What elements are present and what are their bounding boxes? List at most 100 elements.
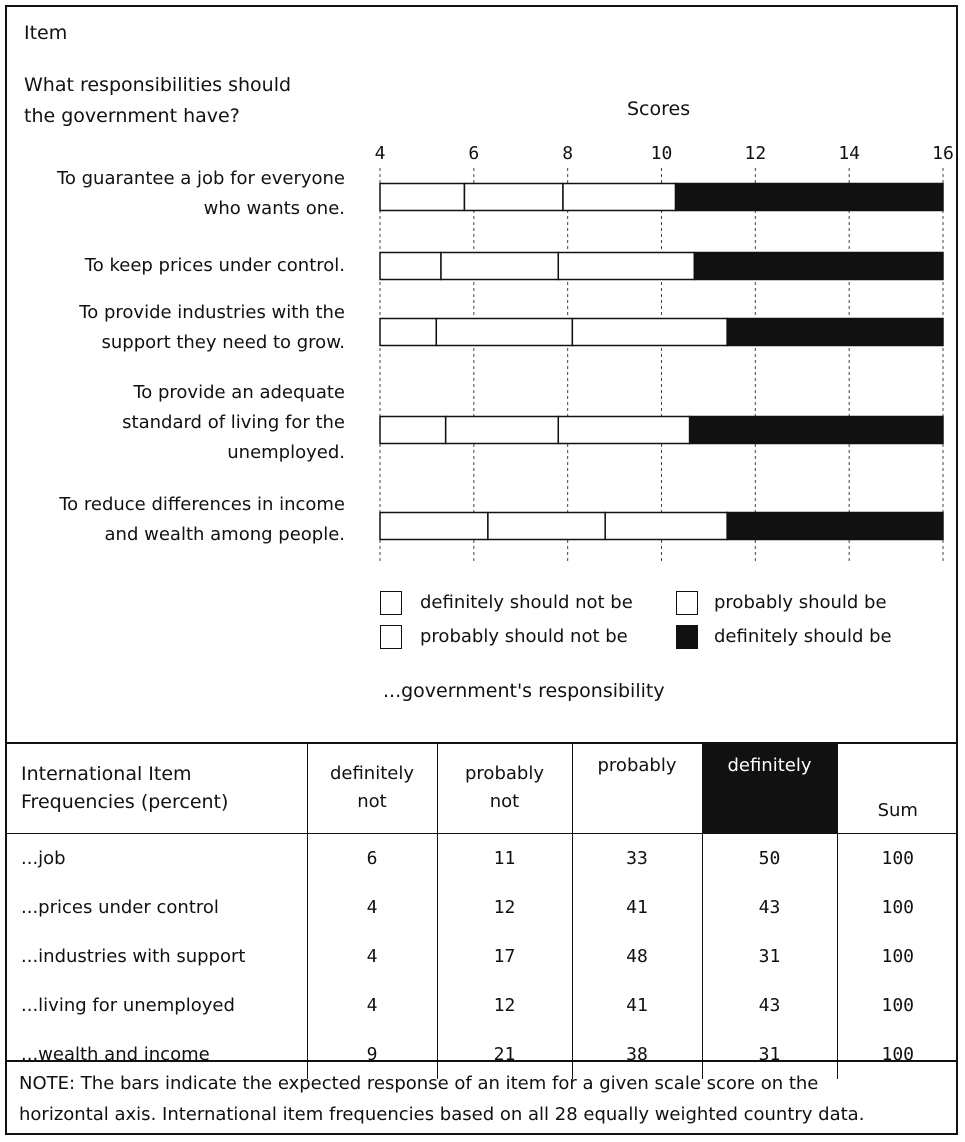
column-header-probably-not: probably not <box>437 742 573 834</box>
row-label: ...prices under control <box>5 883 308 932</box>
bar-segment <box>379 511 489 541</box>
cell-value: 4 <box>307 932 438 981</box>
column-header-line-1: probably <box>597 755 677 776</box>
column-header-line-2: not <box>357 790 387 812</box>
legend-label-probably-be: probably should be <box>714 592 887 613</box>
item-label: To provide industries with the support th… <box>79 298 345 358</box>
bar-segment <box>379 182 466 212</box>
row-label: ...living for unemployed <box>5 981 308 1030</box>
column-header-sum: Sum <box>837 742 958 834</box>
scores-title: Scores <box>627 98 691 120</box>
cell-value: 4 <box>307 981 438 1030</box>
bar-segment <box>444 415 560 445</box>
bar-segment <box>440 251 560 281</box>
bar-segment <box>435 317 574 347</box>
item-label-line: To provide industries with the <box>79 302 345 323</box>
legend-swatch-definitely-be <box>676 625 698 649</box>
cell-value: 11 <box>437 833 573 883</box>
row-label: ...industries with support <box>5 932 308 981</box>
cell-value: 100 <box>881 995 914 1016</box>
row-label: ...job <box>5 833 308 883</box>
item-heading: Item <box>24 22 68 44</box>
item-label: To reduce differences in income and wealt… <box>59 490 345 550</box>
x-tick-label: 6 <box>468 143 479 164</box>
cell-value: 41 <box>572 883 703 932</box>
item-label-line: support they need to grow. <box>101 332 345 353</box>
cell-value: 33 <box>572 833 703 883</box>
column-header-probably: probably <box>572 742 703 834</box>
item-label: To keep prices under control. <box>85 251 345 281</box>
column-header-line-2: not <box>489 790 520 812</box>
column-header-definitely: definitely <box>702 742 838 834</box>
table-row: ...living for unemployed 4 12 41 43 100 <box>5 981 958 1030</box>
item-label-line: unemployed. <box>227 442 345 463</box>
bar-segment <box>557 415 691 445</box>
bar-segment <box>726 511 944 541</box>
column-header-line-1: probably <box>465 762 544 784</box>
item-label-line: To keep prices under control. <box>84 255 345 276</box>
column-header-line-1: definitely <box>329 762 415 784</box>
x-tick-label: 16 <box>932 143 954 164</box>
cell-value: 31 <box>702 932 838 981</box>
bar-segment <box>562 182 677 212</box>
cell-value: 38 <box>572 1030 703 1079</box>
cell-value: 100 <box>881 848 914 869</box>
frequency-table: International Item Frequencies (percent)… <box>5 742 958 1079</box>
cell-value: 41 <box>572 981 703 1030</box>
question-line-2: the government have? <box>24 105 240 127</box>
bar-segment <box>379 317 438 347</box>
x-tick-label: 12 <box>744 143 766 164</box>
cell-value: 6 <box>307 833 438 883</box>
item-label: To provide an adequate standard of living… <box>122 378 345 468</box>
item-label: To guarantee a job for everyone who wants… <box>57 164 345 224</box>
table-row: ...job 6 11 33 50 100 <box>5 833 958 883</box>
bar-segment <box>463 182 564 212</box>
legend-swatch-probably-not <box>380 625 402 649</box>
table-header-label: International Item Frequencies (percent) <box>5 742 308 834</box>
bar-segment <box>674 182 944 212</box>
legend-footer: ...government's responsibility <box>383 680 665 702</box>
cell-value: 17 <box>437 932 573 981</box>
legend-swatch-definitely-not <box>380 591 402 615</box>
cell-value: 12 <box>437 981 573 1030</box>
cell-value: 50 <box>702 833 838 883</box>
cell-value: 43 <box>702 883 838 932</box>
bar-segment <box>571 317 728 347</box>
cell-value: 43 <box>702 981 838 1030</box>
column-header-line-2: Sum <box>877 800 918 821</box>
x-tick-label: 10 <box>651 143 673 164</box>
cell-value: 12 <box>437 883 573 932</box>
question-line-1: What responsibilities should <box>24 74 292 96</box>
table-header-label-line-1: International Item <box>21 762 192 785</box>
figure-frame <box>5 5 958 1135</box>
cell-value: 4 <box>307 883 438 932</box>
row-label: ...wealth and income <box>5 1030 308 1079</box>
cell-value: 100 <box>881 897 914 918</box>
x-tick-label: 8 <box>562 143 573 164</box>
bar-segment <box>604 511 728 541</box>
question-text: What responsibilities should the governm… <box>24 70 291 132</box>
table-row: ...wealth and income 9 21 38 31 100 <box>5 1030 958 1079</box>
item-label-line: who wants one. <box>203 198 345 219</box>
column-header-definitely-not: definitely not <box>307 742 438 834</box>
bar-segment <box>693 251 944 281</box>
cell-value: 31 <box>702 1030 838 1079</box>
bar-segment <box>688 415 944 445</box>
note-line-1: NOTE: The bars indicate the expected res… <box>19 1073 819 1094</box>
legend-label-definitely-not: definitely should not be <box>420 592 633 613</box>
bar-segment <box>379 415 447 445</box>
cell-value: 48 <box>572 932 703 981</box>
item-label-line: To guarantee a job for everyone <box>56 168 345 189</box>
scores-chart: 4 6 8 10 12 14 16 <box>375 143 954 562</box>
table-row: ...industries with support 4 17 48 31 10… <box>5 932 958 981</box>
table-header-label-line-2: Frequencies (percent) <box>21 790 229 813</box>
bar-segment <box>487 511 606 541</box>
item-label-line: To provide an adequate <box>133 382 345 403</box>
note-line-2: horizontal axis. International item freq… <box>19 1104 865 1125</box>
bar-segment <box>726 317 944 347</box>
x-tick-label: 14 <box>838 143 860 164</box>
bar-segment <box>557 251 696 281</box>
table-row: ...prices under control 4 12 41 43 100 <box>5 883 958 932</box>
cell-value: 100 <box>881 946 914 967</box>
cell-value: 21 <box>437 1030 573 1079</box>
